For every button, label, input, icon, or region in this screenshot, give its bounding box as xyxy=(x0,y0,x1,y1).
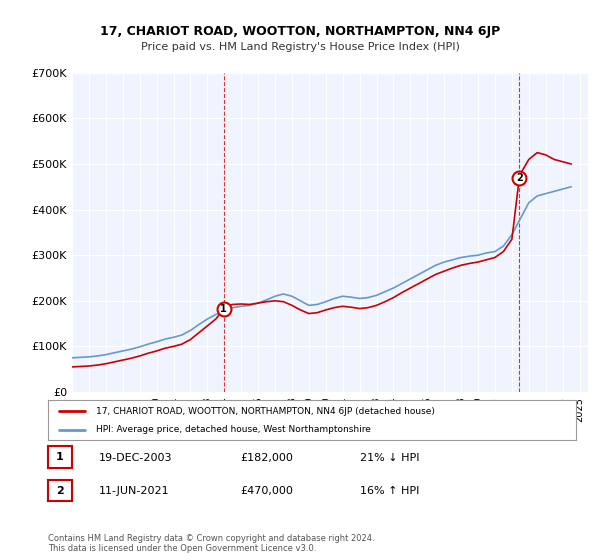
Text: 1: 1 xyxy=(56,452,64,462)
Text: Contains HM Land Registry data © Crown copyright and database right 2024.
This d: Contains HM Land Registry data © Crown c… xyxy=(48,534,374,553)
Text: 1: 1 xyxy=(220,304,227,314)
Text: 19-DEC-2003: 19-DEC-2003 xyxy=(99,452,173,463)
Text: HPI: Average price, detached house, West Northamptonshire: HPI: Average price, detached house, West… xyxy=(95,425,370,435)
Text: 16% ↑ HPI: 16% ↑ HPI xyxy=(360,486,419,496)
Text: 2: 2 xyxy=(56,486,64,496)
Text: Price paid vs. HM Land Registry's House Price Index (HPI): Price paid vs. HM Land Registry's House … xyxy=(140,42,460,52)
Text: 17, CHARIOT ROAD, WOOTTON, NORTHAMPTON, NN4 6JP: 17, CHARIOT ROAD, WOOTTON, NORTHAMPTON, … xyxy=(100,25,500,38)
Text: 17, CHARIOT ROAD, WOOTTON, NORTHAMPTON, NN4 6JP (detached house): 17, CHARIOT ROAD, WOOTTON, NORTHAMPTON, … xyxy=(95,407,434,416)
Text: 11-JUN-2021: 11-JUN-2021 xyxy=(99,486,170,496)
Text: £470,000: £470,000 xyxy=(240,486,293,496)
Text: 21% ↓ HPI: 21% ↓ HPI xyxy=(360,452,419,463)
Text: 2: 2 xyxy=(516,172,523,183)
Text: £182,000: £182,000 xyxy=(240,452,293,463)
